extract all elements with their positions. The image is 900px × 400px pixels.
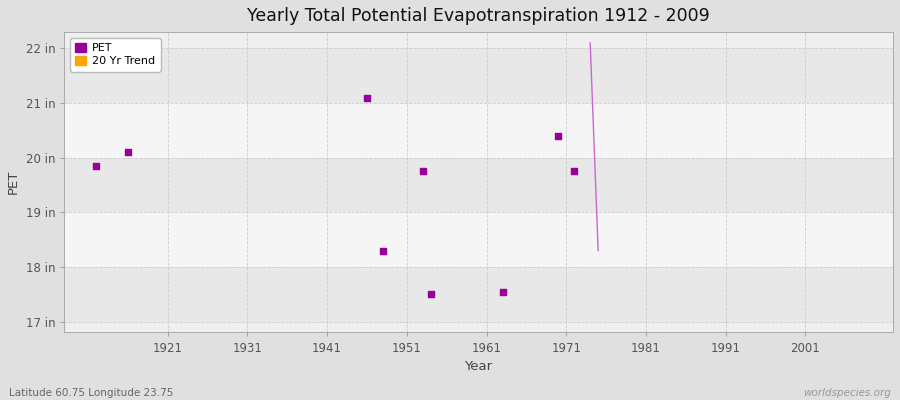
Bar bbox=[64, 103, 893, 158]
Point bbox=[551, 133, 565, 139]
Title: Yearly Total Potential Evapotranspiration 1912 - 2009: Yearly Total Potential Evapotranspiratio… bbox=[248, 7, 710, 25]
Point bbox=[376, 247, 391, 254]
Point bbox=[360, 94, 374, 101]
Point bbox=[89, 163, 104, 169]
Bar bbox=[64, 48, 893, 103]
Text: Latitude 60.75 Longitude 23.75: Latitude 60.75 Longitude 23.75 bbox=[9, 388, 174, 398]
Y-axis label: PET: PET bbox=[7, 170, 20, 194]
Legend: PET, 20 Yr Trend: PET, 20 Yr Trend bbox=[69, 38, 160, 72]
Point bbox=[567, 168, 581, 174]
Point bbox=[121, 149, 135, 156]
X-axis label: Year: Year bbox=[464, 360, 492, 373]
Bar bbox=[64, 267, 893, 322]
Bar bbox=[64, 212, 893, 267]
Point bbox=[495, 288, 509, 295]
Point bbox=[424, 291, 438, 298]
Point bbox=[416, 168, 430, 174]
Bar bbox=[64, 158, 893, 212]
Text: worldspecies.org: worldspecies.org bbox=[803, 388, 891, 398]
